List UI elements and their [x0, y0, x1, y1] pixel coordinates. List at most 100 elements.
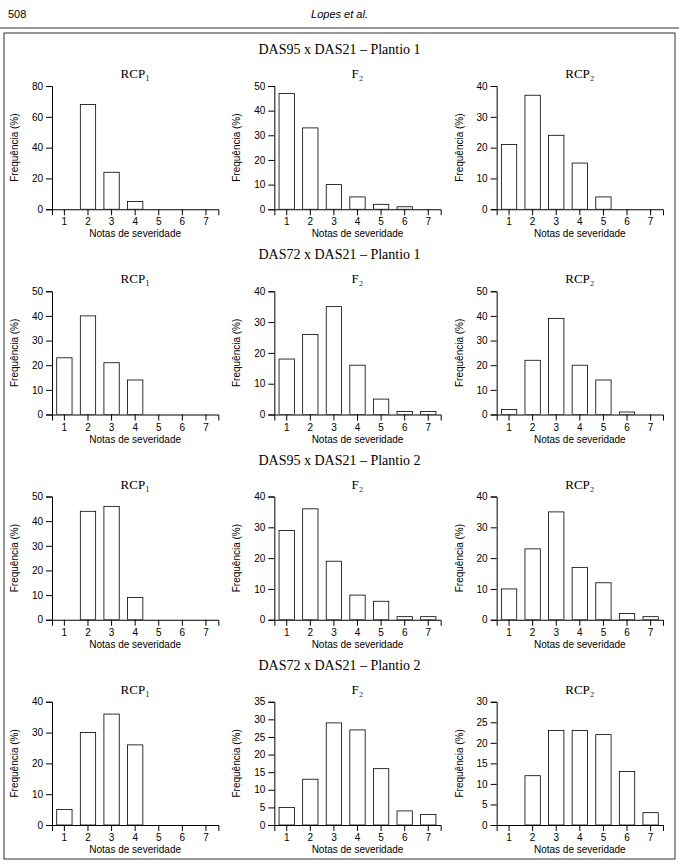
x-axis: 1234567 [497, 620, 663, 638]
y-tick-label: 0 [260, 820, 266, 831]
y-tick-label: 10 [32, 590, 44, 601]
header-rule [0, 28, 679, 29]
bar [501, 145, 516, 210]
x-tick-label: 1 [506, 216, 512, 227]
y-tick: 20 [254, 553, 274, 564]
bar [303, 509, 318, 620]
x-tick: 1 [62, 415, 68, 433]
y-tick-mark [46, 117, 52, 118]
y-tick-mark [491, 415, 497, 416]
bar [421, 209, 436, 210]
y-tick: 50 [254, 81, 274, 92]
y-tick-mark [491, 497, 497, 498]
x-tick-mark [64, 415, 65, 421]
y-tick-label: 0 [482, 820, 488, 831]
x-tick-label: 2 [85, 832, 91, 843]
bar [572, 567, 587, 619]
y-axis-title: Frequência (%) [454, 524, 465, 592]
x-tick-label: 2 [308, 422, 314, 433]
y-tick-label: 20 [477, 738, 489, 749]
y-tick-label: 5 [482, 799, 488, 810]
y-tick: 5 [482, 799, 497, 810]
bar [350, 730, 365, 825]
y-tick: 30 [477, 696, 497, 707]
x-axis-line [53, 415, 219, 421]
bar [104, 506, 119, 619]
x-tick-mark [357, 620, 358, 626]
bar [303, 334, 318, 414]
x-tick: 3 [331, 620, 337, 638]
x-tick-label: 6 [180, 216, 186, 227]
x-tick-label: 7 [203, 422, 209, 433]
x-tick-label: 1 [284, 627, 290, 638]
y-tick-label: 30 [32, 727, 44, 738]
y-tick: 0 [260, 820, 275, 831]
y-tick-mark [268, 160, 274, 161]
x-tick-mark [135, 620, 136, 626]
x-tick: 3 [109, 825, 115, 843]
y-tick-mark [268, 558, 274, 559]
y-tick-label: 10 [477, 779, 489, 790]
y-tick-label: 30 [477, 696, 489, 707]
x-tick: 5 [156, 209, 162, 227]
x-tick-mark [556, 415, 557, 421]
y-tick: 20 [254, 749, 274, 760]
x-tick: 2 [85, 620, 91, 638]
x-tick-mark [111, 620, 112, 626]
bar [549, 135, 564, 209]
bar [643, 209, 658, 210]
bars [80, 104, 143, 209]
panel-subtitle: RCP₂ [565, 682, 594, 697]
x-axis-title: Notas de severidade [89, 639, 181, 650]
y-tick: 30 [254, 130, 274, 141]
y-tick-mark [46, 316, 52, 317]
y-tick-label: 50 [477, 286, 489, 297]
bar [421, 814, 436, 825]
x-tick: 2 [530, 415, 536, 433]
x-tick: 3 [109, 415, 115, 433]
y-tick-mark [491, 209, 497, 210]
x-tick-mark [627, 209, 628, 215]
bar [279, 359, 294, 414]
x-tick-label: 4 [577, 422, 583, 433]
x-tick: 4 [577, 415, 583, 433]
y-tick-mark [491, 341, 497, 342]
y-tick-label: 30 [477, 112, 489, 123]
y-tick-label: 50 [32, 491, 44, 502]
x-tick-mark [532, 620, 533, 626]
y-tick-mark [491, 589, 497, 590]
bar [198, 825, 213, 826]
bar [643, 813, 658, 825]
x-tick-label: 2 [530, 422, 536, 433]
y-tick: 35 [254, 696, 274, 707]
x-tick-mark [87, 825, 88, 831]
y-tick: 10 [477, 385, 497, 396]
y-tick-mark [268, 209, 274, 210]
y-tick: 30 [32, 727, 52, 738]
x-tick-mark [381, 209, 382, 215]
x-tick-label: 7 [425, 627, 431, 638]
x-tick-label: 1 [62, 216, 68, 227]
x-tick-label: 6 [402, 627, 408, 638]
y-axis-line [46, 87, 53, 210]
x-tick-mark [310, 415, 311, 421]
bar [643, 617, 658, 620]
bar [619, 209, 634, 210]
x-tick-mark [532, 825, 533, 831]
x-tick-mark [404, 825, 405, 831]
y-tick-label: 0 [260, 614, 266, 625]
x-tick: 7 [203, 620, 209, 638]
x-tick-label: 3 [109, 422, 115, 433]
y-tick: 10 [254, 784, 274, 795]
bar [572, 365, 587, 414]
x-tick-label: 5 [156, 422, 162, 433]
x-tick-label: 1 [506, 627, 512, 638]
x-tick-mark [205, 209, 206, 215]
x-tick: 1 [62, 209, 68, 227]
x-axis-title: Notas de severidade [534, 639, 626, 650]
x-tick-label: 4 [355, 627, 361, 638]
y-tick: 20 [32, 565, 52, 576]
x-tick-mark [182, 620, 183, 626]
bar [350, 595, 365, 620]
y-axis: 05101520253035 [254, 696, 275, 830]
